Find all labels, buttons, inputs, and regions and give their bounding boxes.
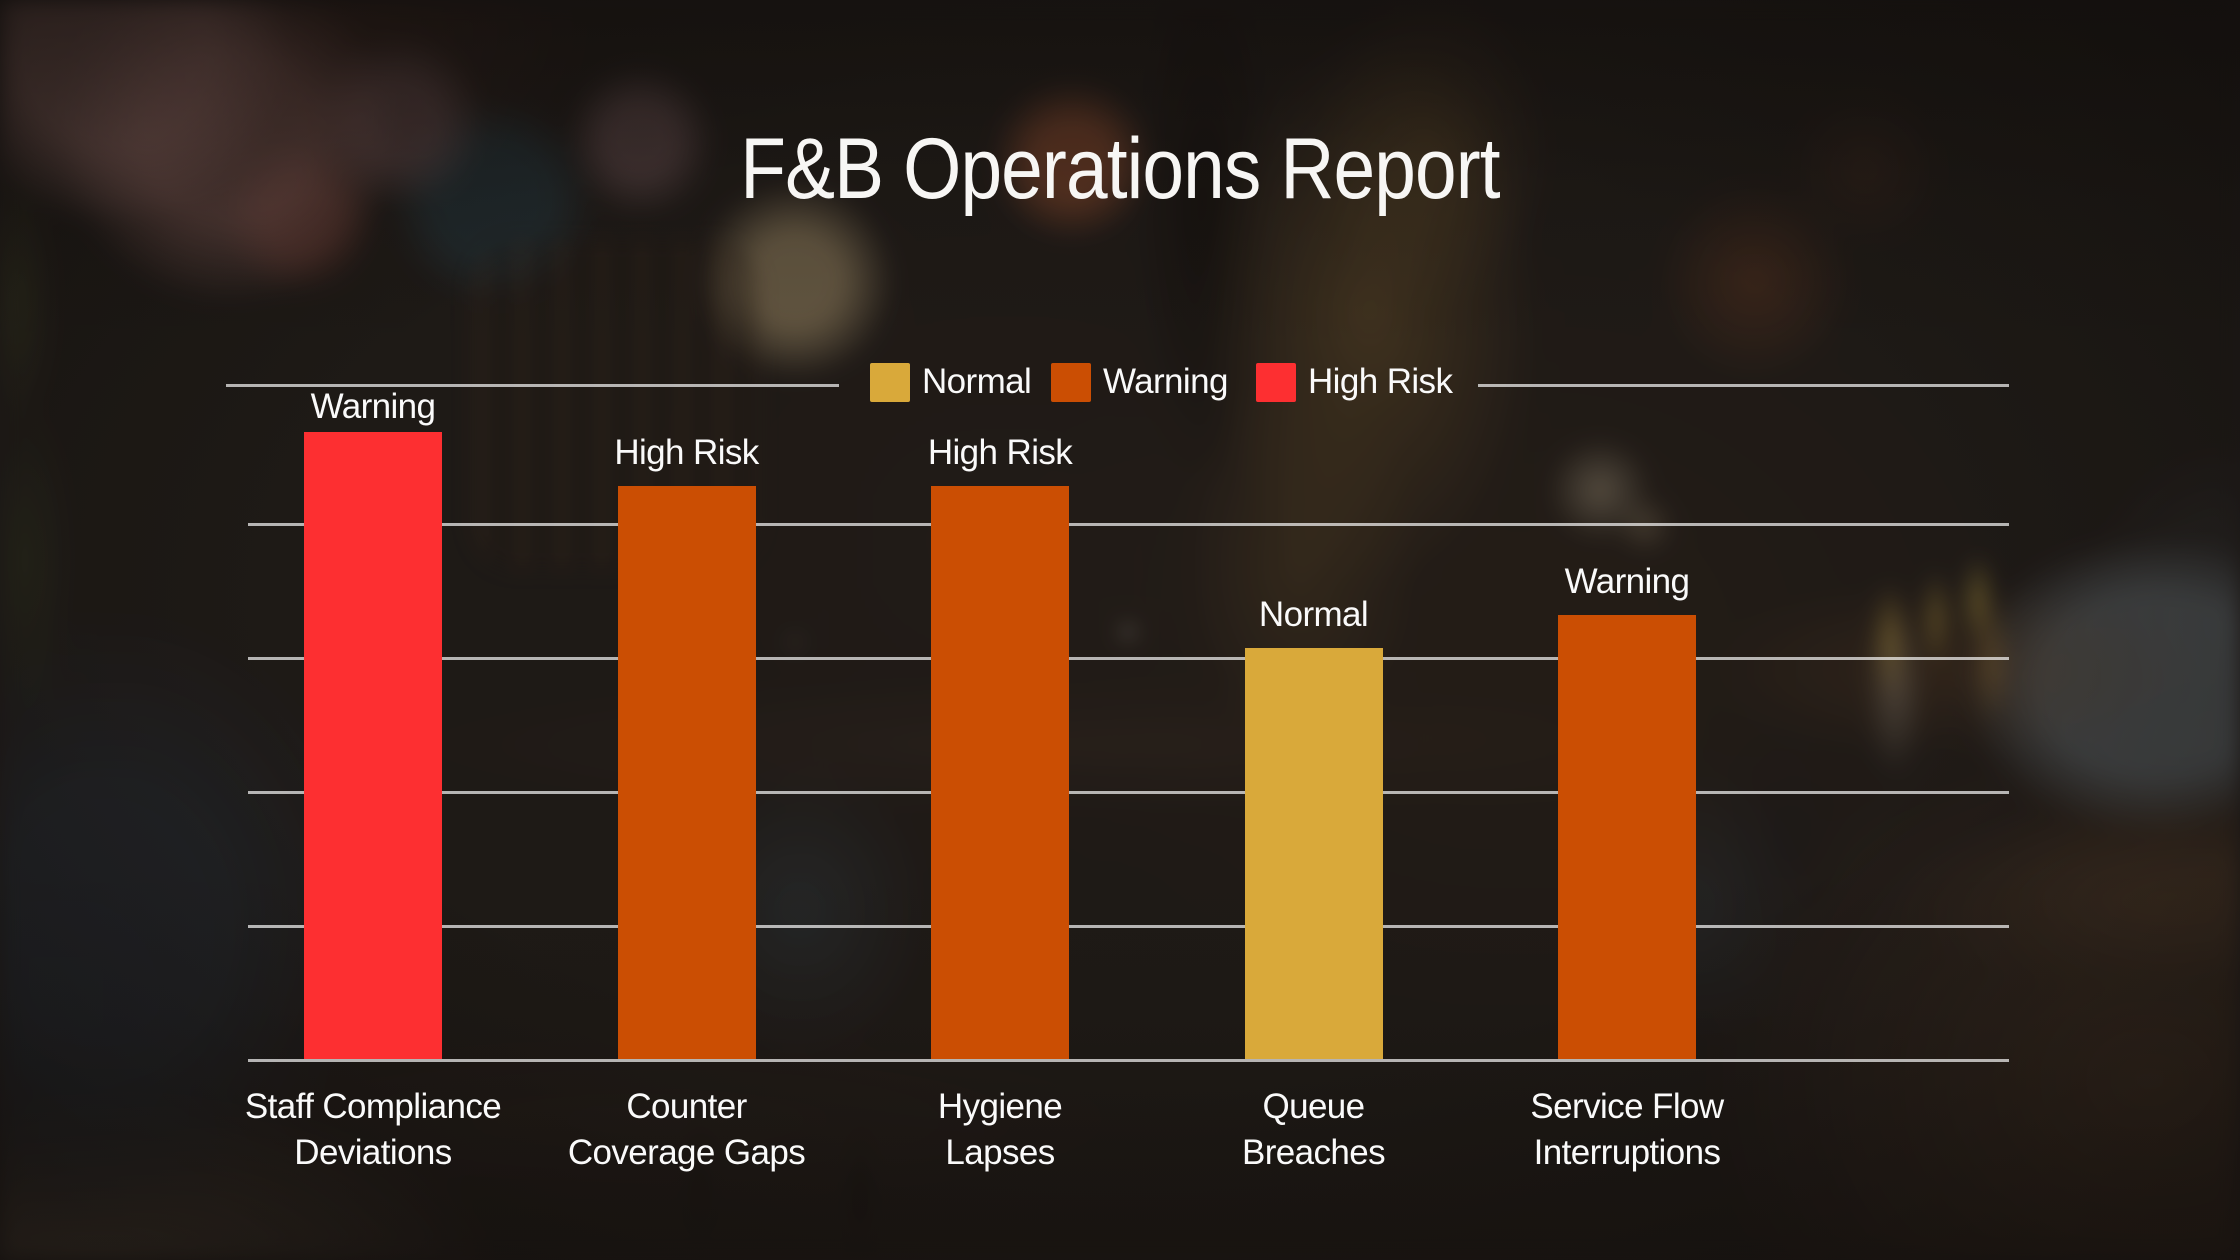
bar-2 — [617, 486, 756, 1059]
legend-item-normal: Normal — [870, 362, 1032, 402]
gridline — [248, 657, 2009, 660]
gridline — [1478, 383, 2009, 387]
axis-category-label: Hygiene Lapses — [937, 1087, 1063, 1172]
bar-value-label: High Risk — [614, 433, 759, 473]
axis-category-label: Queue Breaches — [1241, 1087, 1386, 1172]
legend-swatch-icon — [870, 362, 910, 402]
axis-category-label: Counter Coverage Gaps — [567, 1087, 806, 1172]
gridline — [248, 1059, 2009, 1062]
legend-item-warning: Warning — [1051, 362, 1228, 402]
legend-label: Normal — [922, 362, 1032, 401]
legend-swatch-icon — [1256, 362, 1296, 402]
chart-title: F&B Operations Report — [740, 121, 1500, 217]
bar-value-label: Normal — [1258, 595, 1369, 635]
gridline — [248, 523, 2009, 526]
axis-category-label: Service Flow Interruptions — [1530, 1087, 1724, 1172]
bar-value-label: Warning — [1564, 561, 1690, 601]
legend-label: Warning — [1103, 362, 1228, 401]
bar-1 — [304, 432, 442, 1059]
legend-item-high-risk: High Risk — [1256, 362, 1453, 402]
legend-label: High Risk — [1308, 362, 1453, 401]
bar-3 — [931, 486, 1069, 1059]
bar-value-label: Warning — [310, 387, 436, 426]
axis-category-label: Staff Compliance Deviations — [244, 1087, 502, 1172]
bar-4 — [1244, 648, 1383, 1059]
legend-swatch-icon — [1051, 362, 1091, 402]
bar-5 — [1558, 614, 1696, 1059]
gridline — [226, 383, 839, 387]
gridline — [248, 924, 2009, 928]
gridline — [248, 791, 2009, 794]
bar-value-label: High Risk — [927, 433, 1073, 473]
